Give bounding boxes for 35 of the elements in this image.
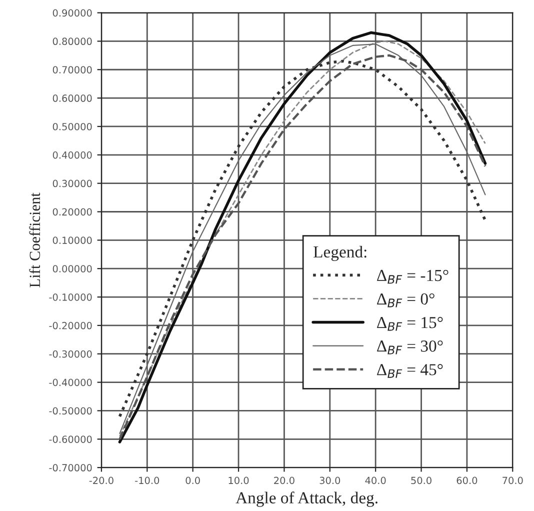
- x-axis-title: Angle of Attack, deg.: [236, 492, 378, 507]
- y-tick-label: -0.40000: [49, 378, 92, 386]
- y-tick-label: 0.60000: [52, 94, 92, 102]
- legend-label: Δ$_{BF}$ = 30°: [377, 340, 443, 354]
- y-tick-label: 0.50000: [52, 122, 92, 130]
- y-tick-label: 0.00000: [52, 265, 92, 272]
- y-tick-label: -0.10000: [49, 293, 92, 301]
- x-tick-label: 10.0: [228, 476, 249, 484]
- legend-label: Δ$_{BF}$ = 45°: [377, 364, 443, 378]
- y-tick-label: -0.70000: [49, 464, 92, 472]
- y-tick-label: 0.20000: [52, 208, 92, 216]
- y-tick-label: 0.40000: [52, 151, 92, 159]
- x-tick-label: -10.0: [135, 476, 160, 484]
- y-tick-label: -0.30000: [49, 350, 92, 358]
- y-tick-label: -0.20000: [49, 322, 92, 330]
- y-tick-label: -0.60000: [49, 436, 92, 443]
- legend-label: Δ$_{BF}$ = 15°: [377, 316, 443, 331]
- y-tick-label: 0.80000: [52, 38, 92, 46]
- x-tick-label: 0.0: [186, 476, 200, 484]
- x-tick-label: 60.0: [456, 476, 478, 484]
- y-axis-title: Lift Coefficient: [29, 192, 40, 288]
- y-tick-label: 0.30000: [52, 180, 92, 188]
- legend-label: Δ$_{BF}$ = 0°: [377, 293, 434, 308]
- y-tick-label: 0.90000: [52, 9, 92, 17]
- y-tick-label: 0.70000: [52, 66, 92, 74]
- x-tick-label: 30.0: [320, 476, 340, 484]
- y-tick-label: 0.10000: [52, 236, 92, 244]
- legend-title: Legend:: [314, 246, 366, 261]
- x-tick-label: 40.0: [365, 476, 386, 484]
- x-tick-label: 20.0: [274, 476, 294, 484]
- x-tick-label: 70.0: [502, 476, 523, 484]
- y-tick-label: -0.50000: [49, 407, 92, 415]
- legend-label: Δ$_{BF}$ = -15°: [377, 270, 448, 284]
- x-tick-label: -20.0: [89, 476, 114, 484]
- x-tick-label: 50.0: [411, 476, 432, 484]
